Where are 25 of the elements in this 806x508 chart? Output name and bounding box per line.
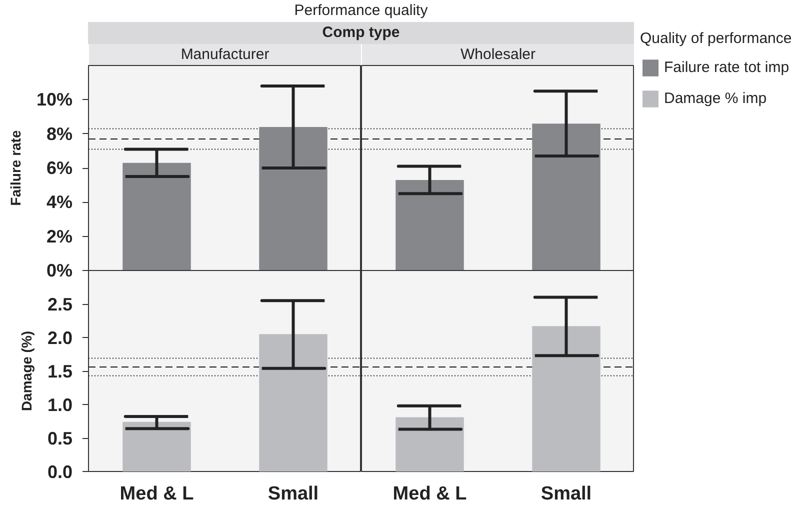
- y-tick-label: 2.0: [47, 328, 73, 348]
- y-tick-label: 0%: [46, 260, 72, 280]
- chart-title: Wholesaler: [361, 44, 634, 65]
- y-tick-label: 1.5: [47, 362, 73, 382]
- text: Comp type: [88, 22, 634, 44]
- y-tick-label: 4%: [46, 192, 72, 212]
- y-tick-label: 2.5: [47, 294, 73, 314]
- legend-label: Failure rate tot imp: [664, 58, 790, 78]
- y-tick-label: 0.0: [47, 462, 73, 482]
- y-tick-label: 6%: [46, 158, 72, 178]
- text: Performance quality: [293, 1, 429, 21]
- y-tick-label: 1.0: [47, 395, 73, 415]
- y-axis-title: Failure rate: [7, 130, 24, 206]
- x-tick-label: Small: [540, 484, 592, 504]
- y-tick-label: 10%: [36, 90, 73, 110]
- y-axis-title: Damage (%): [18, 330, 34, 412]
- x-tick-label: Small: [268, 484, 319, 504]
- x-tick-label: Med & L: [120, 484, 194, 504]
- legend-label: Damage % imp: [664, 89, 767, 109]
- x-tick-label: Med & L: [392, 484, 468, 504]
- y-tick-label: 0.5: [47, 428, 73, 448]
- legend-title: Quality of performance: [640, 30, 792, 47]
- y-tick-label: 2%: [46, 226, 72, 246]
- chart-title: Manufacturer: [88, 44, 361, 65]
- y-tick-label: 8%: [46, 124, 72, 144]
